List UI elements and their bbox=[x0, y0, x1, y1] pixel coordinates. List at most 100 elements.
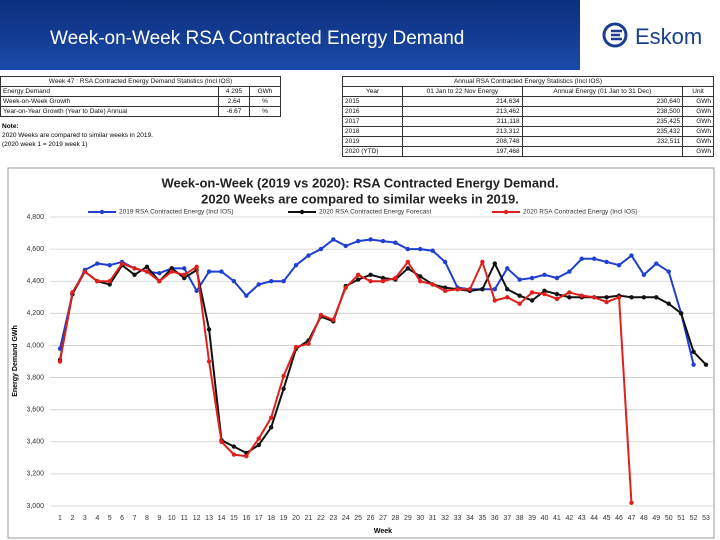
table-row: 2017 211,118 235,425 GWh bbox=[341, 116, 714, 127]
data-point bbox=[604, 299, 609, 305]
x-tick-label: 19 bbox=[280, 515, 288, 522]
chart-frame bbox=[7, 167, 715, 539]
header-bar: Week-on-Week RSA Contracted Energy Deman… bbox=[0, 0, 720, 70]
data-point bbox=[119, 261, 125, 266]
data-point bbox=[629, 500, 634, 505]
data-point bbox=[492, 298, 498, 303]
y-tick-label: 3,400 bbox=[26, 439, 44, 446]
data-point bbox=[542, 288, 547, 294]
data-point bbox=[306, 341, 311, 347]
data-point bbox=[629, 295, 634, 300]
table-title-row: Annual RSA Contracted Energy Statistics … bbox=[342, 76, 714, 87]
data-point bbox=[244, 454, 249, 459]
table-header: Annual Energy (01 Jan to 31 Dec) bbox=[521, 86, 684, 97]
x-tick-label: 28 bbox=[392, 515, 400, 522]
data-point bbox=[480, 259, 485, 265]
table-cell: 2020 (YTD) bbox=[341, 146, 404, 157]
x-tick-label: 53 bbox=[702, 515, 710, 522]
logo: Eskom bbox=[580, 0, 720, 70]
data-point bbox=[355, 238, 361, 244]
data-point bbox=[206, 269, 212, 274]
x-tick-label: 40 bbox=[541, 515, 549, 522]
table-row: 2016 213,462 238,500 GWh bbox=[341, 106, 714, 117]
data-point bbox=[57, 359, 63, 364]
data-point bbox=[505, 266, 510, 271]
y-tick-label: 4,800 bbox=[26, 214, 44, 221]
data-point bbox=[691, 349, 696, 355]
x-tick-label: 22 bbox=[317, 515, 325, 522]
table-row: 2020 (YTD) 197,468 GWh bbox=[341, 146, 714, 157]
x-tick-label: 24 bbox=[342, 515, 350, 522]
data-point bbox=[492, 261, 498, 266]
x-tick-label: 12 bbox=[193, 515, 201, 522]
data-point bbox=[244, 293, 249, 298]
table-cell: 2.64 bbox=[218, 96, 250, 107]
data-point bbox=[604, 259, 609, 265]
data-point bbox=[505, 295, 510, 300]
table-row: 2015 214,634 230,640 GWh bbox=[341, 96, 714, 107]
x-axis-label: Week bbox=[374, 528, 392, 535]
data-point bbox=[567, 295, 572, 300]
table-cell: 213,312 bbox=[402, 126, 523, 137]
data-point bbox=[144, 269, 150, 274]
data-point bbox=[281, 373, 286, 379]
series-line bbox=[59, 238, 695, 365]
legend-marker bbox=[503, 209, 509, 215]
data-point bbox=[567, 269, 572, 274]
legend-label: 2020 RSA Contracted Energy (Incl IOS) bbox=[523, 209, 638, 216]
x-tick-label: 10 bbox=[168, 515, 176, 522]
data-point bbox=[554, 275, 560, 281]
x-tick-label: 20 bbox=[292, 515, 300, 522]
data-point bbox=[418, 274, 423, 279]
table-cell: 214,634 bbox=[402, 96, 523, 107]
data-point bbox=[405, 266, 411, 271]
data-point bbox=[430, 282, 435, 287]
data-point bbox=[442, 259, 448, 265]
legend-marker bbox=[99, 209, 105, 215]
x-tick-label: 16 bbox=[242, 515, 250, 522]
x-tick-label: 7 bbox=[133, 515, 137, 522]
slide-title: Week-on-Week RSA Contracted Energy Deman… bbox=[50, 28, 465, 49]
data-point bbox=[380, 238, 386, 244]
data-point bbox=[591, 295, 597, 300]
data-point bbox=[641, 295, 647, 300]
note-line: (2020 week 1 = 2019 week 1) bbox=[2, 141, 88, 148]
data-point bbox=[206, 327, 212, 332]
table-header-row: Year 01 Jan to 22 Nov Energy Annual Energy… bbox=[341, 86, 714, 97]
x-tick-label: 26 bbox=[367, 515, 375, 522]
table-cell: GWh bbox=[682, 106, 714, 117]
table-cell: 230,640 bbox=[521, 96, 684, 107]
chart-title: Week-on-Week (2019 vs 2020): RSA Contrac… bbox=[161, 175, 558, 190]
data-point bbox=[231, 279, 237, 284]
data-point bbox=[107, 282, 112, 287]
data-point bbox=[492, 287, 498, 292]
data-point bbox=[306, 253, 311, 258]
data-point bbox=[678, 311, 684, 316]
table-cell: GWh bbox=[682, 136, 714, 147]
table-cell: % bbox=[249, 106, 281, 117]
x-tick-label: 30 bbox=[416, 515, 424, 522]
data-point bbox=[132, 266, 137, 271]
data-point bbox=[703, 362, 709, 367]
data-point bbox=[616, 295, 622, 300]
x-tick-label: 29 bbox=[404, 515, 412, 522]
table-cell: 232,511 bbox=[521, 136, 684, 147]
data-point bbox=[641, 272, 647, 277]
table-header: Year bbox=[341, 86, 404, 97]
x-tick-label: 32 bbox=[441, 515, 449, 522]
x-tick-label: 37 bbox=[503, 515, 511, 522]
y-tick-label: 3,000 bbox=[26, 503, 44, 510]
data-point bbox=[219, 439, 224, 444]
data-point bbox=[318, 312, 324, 318]
table-cell: 208,748 bbox=[402, 136, 523, 147]
data-point bbox=[107, 262, 112, 268]
note-line: 2020 Weeks are compared to similar weeks… bbox=[2, 132, 153, 139]
table-cell: 2019 bbox=[341, 136, 404, 147]
data-point bbox=[579, 256, 584, 261]
x-tick-label: 17 bbox=[255, 515, 263, 522]
data-point bbox=[194, 264, 199, 269]
table-cell: 197,468 bbox=[402, 146, 523, 157]
x-tick-label: 1 bbox=[58, 515, 62, 522]
data-point bbox=[380, 275, 386, 281]
y-tick-label: 4,200 bbox=[26, 310, 44, 317]
